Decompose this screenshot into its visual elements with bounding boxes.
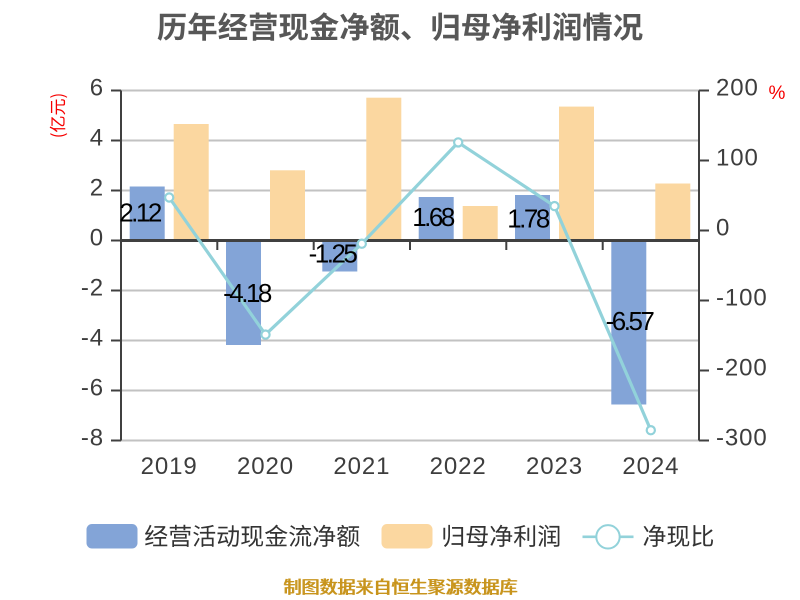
svg-text:-300: -300 — [716, 425, 768, 452]
svg-text:2.12: 2.12 — [119, 198, 162, 228]
svg-text:-1.25: -1.25 — [309, 239, 358, 269]
svg-text:2019: 2019 — [141, 453, 198, 480]
svg-text:2020: 2020 — [237, 453, 294, 480]
svg-text:2: 2 — [90, 175, 104, 202]
svg-text:0: 0 — [716, 215, 730, 242]
svg-text:%: % — [769, 83, 786, 104]
svg-text:2024: 2024 — [622, 453, 679, 480]
svg-text:6: 6 — [90, 75, 104, 102]
svg-text:-200: -200 — [716, 355, 768, 382]
svg-text:2021: 2021 — [333, 453, 390, 480]
svg-text:2022: 2022 — [430, 453, 487, 480]
svg-text:-4: -4 — [81, 325, 104, 352]
svg-text:200: 200 — [716, 75, 759, 102]
svg-text:4: 4 — [90, 125, 104, 152]
svg-text:-2: -2 — [81, 275, 104, 302]
svg-text:-4.18: -4.18 — [223, 278, 272, 308]
svg-text:100: 100 — [716, 145, 759, 172]
svg-text:-8: -8 — [81, 425, 104, 452]
svg-text:-100: -100 — [716, 285, 768, 312]
svg-text:-6.57: -6.57 — [606, 306, 655, 336]
svg-text:1.68: 1.68 — [412, 202, 455, 232]
svg-text:-6: -6 — [81, 375, 104, 402]
svg-text:2023: 2023 — [526, 453, 583, 480]
svg-text:1.78: 1.78 — [507, 204, 550, 234]
svg-text:0: 0 — [90, 225, 104, 252]
